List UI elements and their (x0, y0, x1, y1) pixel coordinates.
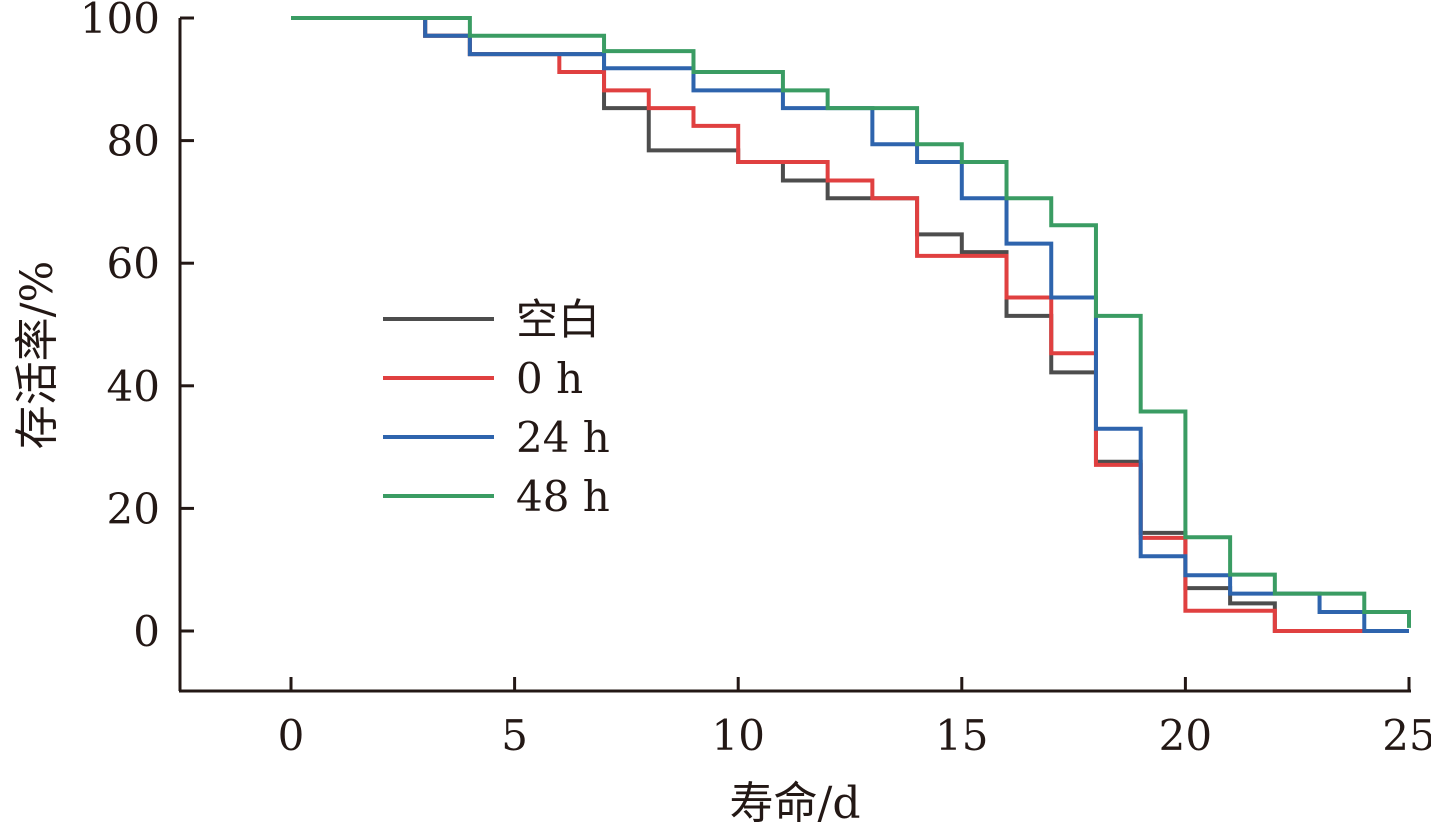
series-line-3 (291, 16, 1411, 628)
x-tick-label: 0 (278, 711, 305, 760)
x-tick-label: 20 (1159, 711, 1212, 760)
x-tick-label: 10 (711, 711, 764, 760)
y-ticks: 0 20 40 60 80 100 (80, 0, 194, 656)
y-tick-label: 20 (107, 484, 160, 533)
y-tick-label: 40 (107, 362, 160, 411)
legend: 空白 0 h 24 h 48 h (383, 295, 610, 521)
x-axis-label: 寿命/d (730, 778, 861, 829)
y-tick-label: 0 (133, 607, 160, 656)
series-lines (291, 16, 1411, 633)
y-tick-label: 60 (107, 239, 160, 288)
x-tick-label: 25 (1382, 711, 1431, 760)
x-tick-label: 5 (501, 711, 528, 760)
axes (178, 18, 1411, 693)
legend-label: 0 h (516, 354, 583, 403)
y-tick-label: 100 (80, 0, 160, 43)
y-tick-label: 80 (107, 117, 160, 166)
series-line-2 (291, 16, 1409, 633)
legend-label: 空白 (516, 295, 600, 344)
x-ticks: 0 5 10 15 20 25 (278, 677, 1431, 760)
x-tick-label: 15 (935, 711, 988, 760)
legend-label: 24 h (516, 413, 610, 462)
y-axis-label: 存活率/% (12, 261, 63, 450)
legend-label: 48 h (516, 472, 610, 521)
